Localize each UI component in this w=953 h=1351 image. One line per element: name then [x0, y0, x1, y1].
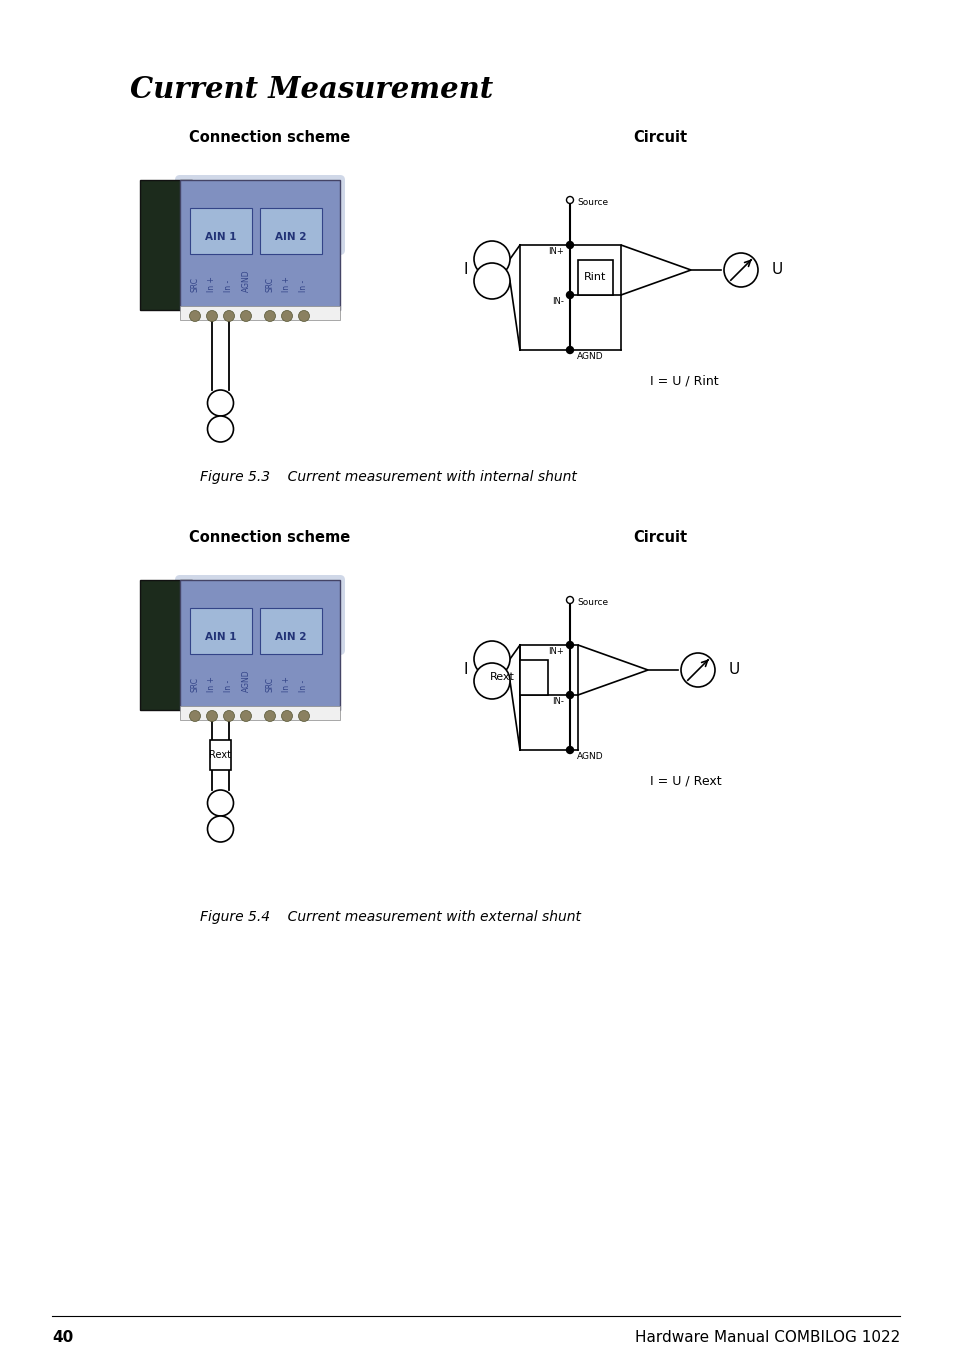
Text: SRC: SRC: [265, 677, 274, 692]
Circle shape: [723, 253, 758, 286]
Circle shape: [566, 196, 573, 204]
FancyBboxPatch shape: [174, 576, 345, 655]
Text: Connection scheme: Connection scheme: [190, 130, 351, 145]
Circle shape: [566, 747, 573, 754]
Circle shape: [208, 790, 233, 816]
Text: Circuit: Circuit: [632, 130, 686, 145]
Bar: [210, 740, 231, 770]
FancyBboxPatch shape: [260, 208, 322, 254]
Bar: [180, 305, 339, 320]
Bar: [140, 180, 192, 309]
Text: Circuit: Circuit: [632, 530, 686, 544]
Circle shape: [240, 711, 252, 721]
Text: U: U: [728, 662, 740, 677]
Text: SRC: SRC: [191, 677, 199, 692]
Circle shape: [566, 642, 573, 648]
Circle shape: [190, 311, 200, 322]
Circle shape: [566, 346, 573, 354]
Text: In +: In +: [282, 676, 292, 692]
Circle shape: [566, 597, 573, 604]
Text: Hardware Manual COMBILOG 1022: Hardware Manual COMBILOG 1022: [634, 1329, 899, 1346]
Text: In +: In +: [208, 276, 216, 292]
Circle shape: [474, 263, 510, 299]
Text: IN-: IN-: [552, 697, 563, 707]
Text: I = U / Rext: I = U / Rext: [649, 775, 720, 788]
Circle shape: [566, 292, 573, 299]
Text: Figure 5.3    Current measurement with internal shunt: Figure 5.3 Current measurement with inte…: [200, 470, 577, 484]
Bar: [140, 580, 192, 711]
Bar: [519, 661, 547, 694]
Text: Source: Source: [577, 199, 607, 207]
Text: In -: In -: [224, 280, 233, 292]
Circle shape: [208, 416, 233, 442]
Text: Rint: Rint: [583, 273, 606, 282]
Text: I: I: [463, 662, 468, 677]
Bar: [180, 580, 339, 711]
Circle shape: [566, 242, 573, 249]
Circle shape: [190, 711, 200, 721]
Text: In +: In +: [208, 676, 216, 692]
Text: Figure 5.4    Current measurement with external shunt: Figure 5.4 Current measurement with exte…: [200, 911, 580, 924]
Text: IN+: IN+: [548, 247, 563, 255]
Text: IN-: IN-: [552, 297, 563, 305]
Text: U: U: [771, 262, 782, 277]
Bar: [578, 259, 613, 295]
Text: I = U / Rint: I = U / Rint: [649, 376, 718, 388]
Circle shape: [566, 692, 573, 698]
Text: AIN 2: AIN 2: [275, 632, 307, 642]
Circle shape: [264, 711, 275, 721]
FancyBboxPatch shape: [260, 608, 322, 654]
FancyBboxPatch shape: [190, 608, 252, 654]
FancyBboxPatch shape: [190, 208, 252, 254]
Circle shape: [281, 711, 293, 721]
Circle shape: [208, 390, 233, 416]
Circle shape: [223, 311, 234, 322]
Text: AIN 1: AIN 1: [205, 232, 236, 242]
Circle shape: [208, 816, 233, 842]
Text: In -: In -: [299, 680, 308, 692]
Text: IN+: IN+: [548, 647, 563, 657]
Text: Rext: Rext: [210, 750, 232, 761]
Circle shape: [474, 640, 510, 677]
Circle shape: [264, 311, 275, 322]
Text: AGND: AGND: [241, 269, 251, 292]
Text: AGND: AGND: [241, 669, 251, 692]
Text: AGND: AGND: [577, 353, 603, 361]
Circle shape: [298, 711, 309, 721]
Text: AIN 1: AIN 1: [205, 632, 236, 642]
Circle shape: [474, 240, 510, 277]
Text: AIN 2: AIN 2: [275, 232, 307, 242]
Text: Source: Source: [577, 598, 607, 607]
Text: Current Measurement: Current Measurement: [130, 76, 493, 104]
Text: I: I: [463, 262, 468, 277]
Circle shape: [474, 663, 510, 698]
Circle shape: [680, 653, 714, 688]
Bar: [180, 180, 339, 309]
Bar: [180, 707, 339, 720]
Text: In -: In -: [299, 280, 308, 292]
Circle shape: [240, 311, 252, 322]
Circle shape: [206, 311, 217, 322]
Text: 40: 40: [52, 1329, 73, 1346]
Text: SRC: SRC: [265, 277, 274, 292]
Circle shape: [281, 311, 293, 322]
Circle shape: [206, 711, 217, 721]
Text: AGND: AGND: [577, 753, 603, 761]
Circle shape: [223, 711, 234, 721]
Text: Connection scheme: Connection scheme: [190, 530, 351, 544]
Text: In +: In +: [282, 276, 292, 292]
Circle shape: [298, 311, 309, 322]
Text: In -: In -: [224, 680, 233, 692]
FancyBboxPatch shape: [174, 176, 345, 255]
Text: Rext: Rext: [490, 673, 515, 682]
Text: SRC: SRC: [191, 277, 199, 292]
